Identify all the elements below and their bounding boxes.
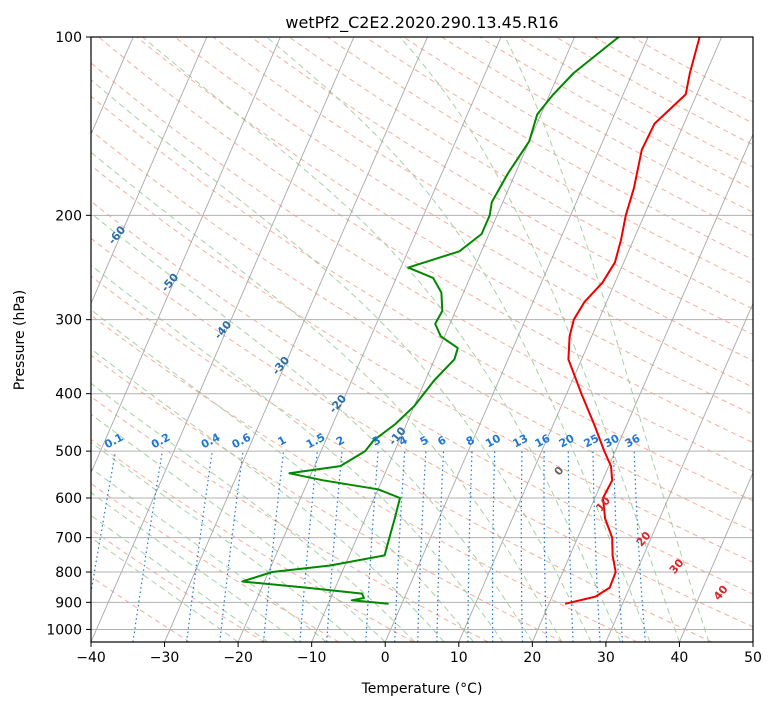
x-tick-label: 40 <box>671 650 689 666</box>
x-tick-label: −10 <box>297 650 327 666</box>
x-tick-label: −30 <box>150 650 180 666</box>
y-tick-label: 900 <box>55 595 82 611</box>
x-tick-label: 50 <box>744 650 762 666</box>
y-tick-label: 800 <box>55 565 82 581</box>
x-tick-label: 0 <box>381 650 390 666</box>
y-axis-label: Pressure (hPa) <box>12 290 28 390</box>
y-tick-label: 100 <box>55 30 82 46</box>
y-tick-label: 500 <box>55 444 82 460</box>
x-tick-label: 30 <box>597 650 615 666</box>
y-tick-label: 400 <box>55 387 82 403</box>
x-tick-label: 10 <box>450 650 468 666</box>
x-axis-label: Temperature (°C) <box>361 681 483 697</box>
y-tick-label: 700 <box>55 531 82 547</box>
y-tick-label: 1000 <box>46 622 82 638</box>
y-tick-label: 200 <box>55 208 82 224</box>
chart-title: wetPf2_C2E2.2020.290.13.45.R16 <box>285 13 558 33</box>
y-tick-label: 600 <box>55 491 82 507</box>
x-tick-label: −40 <box>76 650 106 666</box>
x-tick-label: −20 <box>223 650 253 666</box>
y-tick-label: 300 <box>55 313 82 329</box>
x-tick-label: 20 <box>523 650 541 666</box>
